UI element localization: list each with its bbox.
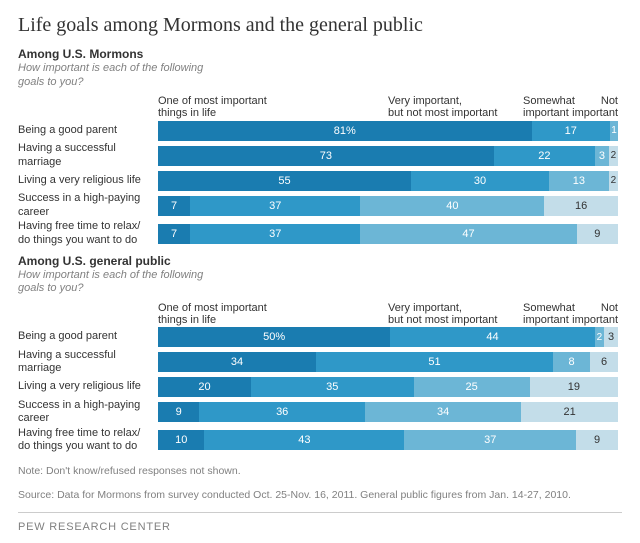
bar-track: 732232 — [158, 146, 618, 166]
legend-label-not-important: Notimportant — [558, 95, 618, 119]
data-row: Having free time to relax/ do things you… — [18, 220, 622, 248]
data-row: Being a good parent50%4423 — [18, 326, 622, 348]
legend-label-very-important: Very important,but not most important — [388, 302, 528, 326]
bar-segment: 34 — [158, 352, 316, 372]
bar-track: 7374016 — [158, 196, 618, 216]
bar-segment: 36 — [199, 402, 365, 422]
bar-segment: 34 — [365, 402, 521, 422]
panel-question: How important is each of the followinggo… — [18, 269, 622, 297]
bar-segment: 50% — [158, 327, 390, 347]
bar-track: 737479 — [158, 224, 618, 244]
bar-segment: 7 — [158, 224, 190, 244]
row-label: Having a successful marriage — [18, 142, 158, 168]
bar-segment: 8 — [553, 352, 590, 372]
panel-heading: Among U.S. Mormons — [18, 47, 622, 61]
bar-segment: 51 — [316, 352, 553, 372]
row-label: Having a successful marriage — [18, 349, 158, 375]
data-row: Success in a high-paying career7374016 — [18, 195, 622, 217]
page-title: Life goals among Mormons and the general… — [18, 14, 622, 37]
data-row: Success in a high-paying career9363421 — [18, 401, 622, 423]
bar-segment: 9 — [158, 402, 199, 422]
bar-segment: 43 — [204, 430, 404, 450]
bar-segment: 81% — [158, 121, 532, 141]
divider — [18, 512, 622, 513]
bar-segment: 9 — [576, 430, 618, 450]
bar-segment: 7 — [158, 196, 190, 216]
bar-segment: 10 — [158, 430, 204, 450]
bar-segment: 55 — [158, 171, 411, 191]
bar-segment: 2 — [609, 171, 618, 191]
bar-segment: 1 — [610, 121, 618, 141]
data-row: Living a very religious life5530132 — [18, 170, 622, 192]
bar-segment: 37 — [190, 224, 360, 244]
data-row: Having a successful marriage345186 — [18, 351, 622, 373]
bar-segment: 30 — [411, 171, 549, 191]
bar-segment: 73 — [158, 146, 494, 166]
legend-label-most-important: One of most importantthings in life — [158, 302, 288, 326]
data-row: Having free time to relax/ do things you… — [18, 426, 622, 454]
bar-track: 345186 — [158, 352, 618, 372]
bar-segment: 35 — [251, 377, 414, 397]
row-label: Having free time to relax/ do things you… — [18, 220, 158, 246]
bar-segment: 9 — [577, 224, 618, 244]
bar-segment: 37 — [190, 196, 360, 216]
bar-track: 81%171 — [158, 121, 618, 141]
legend-row: One of most importantthings in life Very … — [158, 92, 618, 120]
data-row: Having a successful marriage732232 — [18, 145, 622, 167]
note-text: Note: Don't know/refused responses not s… — [18, 464, 622, 478]
bar-segment: 40 — [360, 196, 544, 216]
bar-track: 5530132 — [158, 171, 618, 191]
bar-track: 50%4423 — [158, 327, 618, 347]
row-label: Being a good parent — [18, 330, 158, 343]
panel-heading: Among U.S. general public — [18, 254, 622, 268]
bar-segment: 37 — [404, 430, 576, 450]
bar-segment: 2 — [609, 146, 618, 166]
row-label: Success in a high-paying career — [18, 192, 158, 218]
data-row: Being a good parent81%171 — [18, 120, 622, 142]
bar-track: 20352519 — [158, 377, 618, 397]
bar-segment: 3 — [595, 146, 609, 166]
bar-segment: 21 — [521, 402, 618, 422]
source-text: Source: Data for Mormons from survey con… — [18, 488, 622, 502]
bar-segment: 2 — [595, 327, 604, 347]
bar-segment: 22 — [494, 146, 595, 166]
bar-track: 9363421 — [158, 402, 618, 422]
bar-segment: 17 — [532, 121, 610, 141]
data-row: Living a very religious life20352519 — [18, 376, 622, 398]
bar-segment: 25 — [414, 377, 530, 397]
row-label: Having free time to relax/ do things you… — [18, 427, 158, 453]
bar-segment: 20 — [158, 377, 251, 397]
bar-segment: 44 — [390, 327, 594, 347]
bar-segment: 6 — [590, 352, 618, 372]
brand-text: PEW RESEARCH CENTER — [18, 521, 622, 533]
legend-label-not-important: Notimportant — [558, 302, 618, 326]
row-label: Living a very religious life — [18, 380, 158, 393]
panel-question: How important is each of the followinggo… — [18, 62, 622, 90]
row-label: Living a very religious life — [18, 174, 158, 187]
legend-row: One of most importantthings in life Very … — [158, 298, 618, 326]
bar-segment: 19 — [530, 377, 618, 397]
bar-segment: 47 — [360, 224, 576, 244]
legend-label-very-important: Very important,but not most important — [388, 95, 528, 119]
bar-segment: 13 — [549, 171, 609, 191]
bar-segment: 3 — [604, 327, 618, 347]
row-label: Being a good parent — [18, 124, 158, 137]
row-label: Success in a high-paying career — [18, 399, 158, 425]
bar-segment: 16 — [544, 196, 618, 216]
legend-label-most-important: One of most importantthings in life — [158, 95, 288, 119]
bar-track: 1043379 — [158, 430, 618, 450]
